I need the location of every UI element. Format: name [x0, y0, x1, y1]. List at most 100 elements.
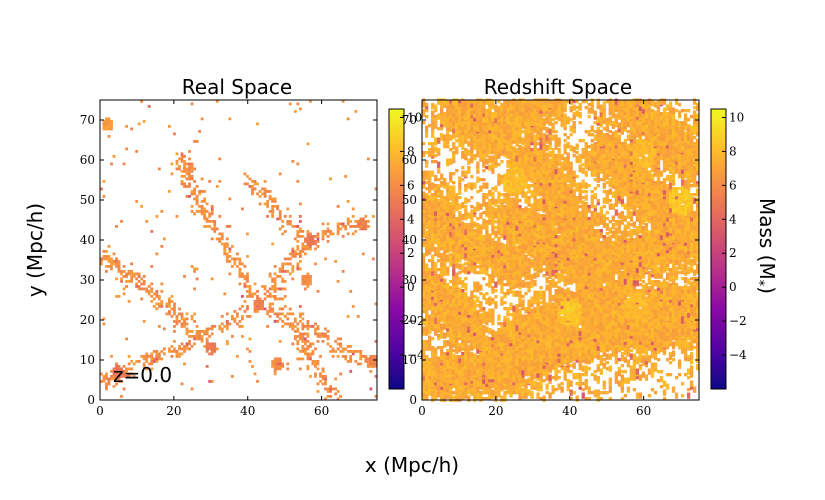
heatmap-cell — [491, 314, 495, 321]
heatmap-cell — [160, 300, 164, 303]
heatmap-cell — [366, 362, 370, 366]
heatmap-cell — [334, 387, 338, 391]
heatmap-cell — [536, 155, 540, 162]
heatmap-cell — [470, 257, 474, 264]
heatmap-cell — [491, 218, 495, 225]
heatmap-cell — [296, 230, 300, 233]
heatmap-cell — [443, 113, 447, 120]
heatmap-cell — [253, 372, 257, 376]
heatmap-cell — [425, 289, 429, 293]
heatmap-cell — [140, 287, 144, 291]
heatmap-cell — [422, 256, 426, 260]
heatmap-cell — [107, 382, 111, 386]
heatmap-cell — [473, 103, 477, 107]
heatmap-cell — [271, 277, 275, 281]
heatmap-cell — [125, 337, 128, 341]
heatmap-cell — [107, 265, 111, 268]
heatmap-cell — [461, 205, 465, 209]
heatmap-cell — [491, 269, 495, 276]
heatmap-cell — [485, 182, 489, 189]
heatmap-cell — [175, 322, 179, 326]
heatmap-cell — [314, 262, 317, 266]
heatmap-cell — [339, 372, 343, 376]
heatmap-cell — [422, 110, 426, 117]
heatmap-cell — [341, 235, 345, 238]
heatmap-cell — [122, 292, 126, 296]
heatmap-cell — [509, 176, 513, 183]
heatmap-cell — [374, 365, 378, 368]
heatmap-cell — [110, 377, 113, 381]
heatmap-cell — [455, 356, 459, 363]
heatmap-cell — [521, 166, 525, 170]
heatmap-cell — [551, 157, 555, 161]
heatmap-cell — [539, 346, 543, 350]
heatmap-cell — [536, 212, 540, 219]
heatmap-cell — [431, 347, 435, 354]
heatmap-cell — [449, 202, 453, 206]
heatmap-cell — [228, 255, 232, 258]
heatmap-cell — [185, 185, 189, 188]
heatmap-cell — [273, 320, 277, 323]
heatmap-cell — [291, 342, 295, 346]
heatmap-cell — [500, 118, 504, 122]
heatmap-cell — [524, 224, 528, 231]
heatmap-cell — [100, 372, 103, 376]
heatmap-cell — [503, 232, 507, 236]
heatmap-cell — [180, 180, 184, 183]
heatmap-cell — [443, 293, 447, 300]
heatmap-cell — [425, 244, 429, 248]
heatmap-cell — [542, 133, 546, 137]
heatmap-cell — [446, 206, 450, 213]
heatmap-cell — [554, 350, 558, 357]
heatmap-cell — [425, 310, 429, 314]
heatmap-cell — [281, 270, 285, 273]
heatmap-cell — [548, 262, 552, 266]
heatmap-cell — [309, 282, 312, 286]
heatmap-cell — [213, 230, 217, 233]
heatmap-cell — [369, 387, 373, 391]
heatmap-cell — [248, 185, 252, 188]
heatmap-cell — [314, 235, 317, 238]
heatmap-cell — [183, 362, 186, 366]
heatmap-cell — [314, 365, 317, 368]
heatmap-cell — [288, 222, 292, 226]
heatmap-cell — [548, 143, 552, 150]
heatmap-cell — [500, 175, 504, 179]
heatmap-cell — [162, 327, 166, 331]
heatmap-cell — [539, 170, 543, 177]
heatmap-cell — [268, 292, 272, 296]
heatmap-cell — [107, 117, 111, 121]
heatmap-cell — [464, 266, 468, 273]
heatmap-cell — [309, 375, 312, 378]
heatmap-cell — [506, 262, 510, 266]
heatmap-cell — [539, 301, 543, 305]
heatmap-cell — [500, 193, 504, 197]
heatmap-cell — [200, 337, 204, 341]
heatmap-cell — [437, 356, 441, 363]
heatmap-cell — [428, 170, 432, 177]
heatmap-cell — [545, 362, 549, 369]
heatmap-cell — [455, 386, 459, 393]
heatmap-cell — [557, 346, 561, 350]
heatmap-cell — [539, 335, 543, 342]
heatmap-cell — [268, 287, 272, 291]
heatmap-cell — [548, 193, 552, 197]
heatmap-cell — [316, 340, 320, 343]
heatmap-cell — [554, 185, 558, 192]
heatmap-cell — [180, 160, 184, 163]
heatmap-cell — [551, 101, 555, 108]
heatmap-cell — [137, 360, 141, 363]
heatmap-cell — [173, 340, 176, 343]
heatmap-cell — [557, 188, 561, 195]
heatmap-cell — [434, 218, 438, 225]
heatmap-cell — [178, 345, 181, 348]
heatmap-cell — [130, 372, 134, 376]
heatmap-cell — [452, 181, 456, 185]
heatmap-cell — [178, 167, 181, 171]
heatmap-cell — [515, 188, 519, 195]
heatmap-cell — [536, 358, 540, 362]
heatmap-cell — [479, 368, 483, 375]
heatmap-cell — [200, 210, 204, 213]
heatmap-cell — [225, 342, 229, 346]
heatmap-cell — [512, 320, 516, 327]
